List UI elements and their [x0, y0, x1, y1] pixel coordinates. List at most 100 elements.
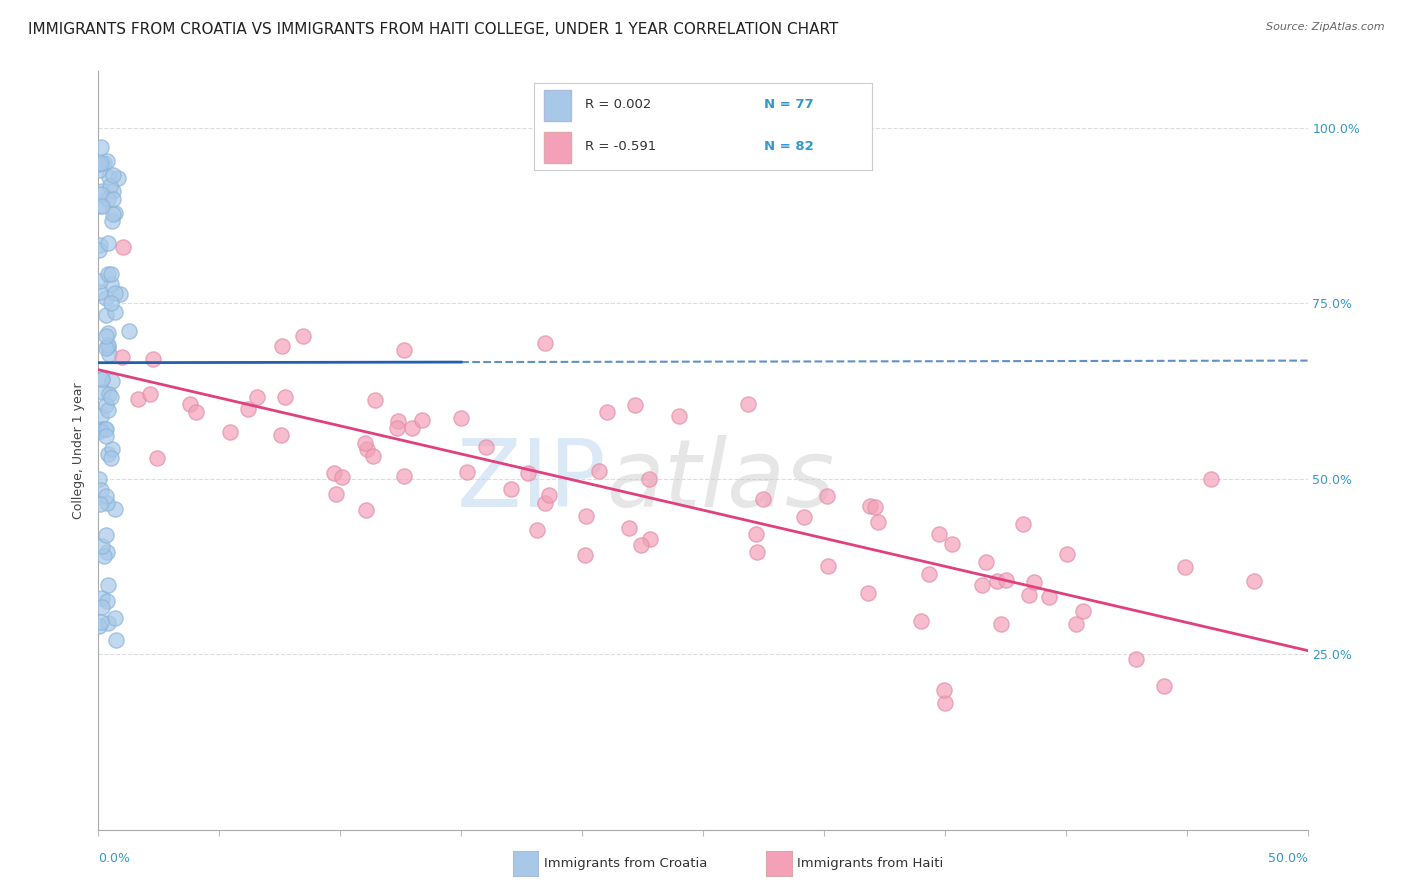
Point [89, 238, 111, 252]
Point [246, 390, 269, 404]
Point [90, 422, 112, 436]
Point [93, 422, 115, 436]
Point [97, 578, 120, 592]
Point [90, 591, 112, 605]
Point [411, 413, 433, 427]
Point [104, 285, 127, 300]
Point [87, 157, 110, 171]
Point [526, 523, 548, 537]
Point [1018, 588, 1040, 602]
Point [97, 615, 120, 630]
Point [574, 548, 596, 562]
Text: Source: ZipAtlas.com: Source: ZipAtlas.com [1267, 22, 1385, 32]
Point [90, 187, 112, 202]
Point [96, 154, 118, 169]
Point [90, 140, 112, 154]
Text: IMMIGRANTS FROM CROATIA VS IMMIGRANTS FROM HAITI COLLEGE, UNDER 1 YEAR CORRELATI: IMMIGRANTS FROM CROATIA VS IMMIGRANTS FR… [28, 22, 838, 37]
Point [1056, 547, 1078, 561]
Point [1125, 651, 1147, 665]
Point [745, 545, 768, 559]
Point [103, 207, 125, 221]
Point [1038, 590, 1060, 604]
Point [630, 538, 652, 552]
Point [101, 192, 124, 206]
Point [98, 179, 121, 194]
Point [330, 470, 353, 484]
Point [89, 497, 111, 511]
Point [534, 496, 557, 510]
Point [90, 615, 112, 630]
Point [94, 422, 117, 436]
Point [364, 392, 387, 407]
Point [516, 466, 538, 480]
Point [1073, 604, 1095, 618]
Point [104, 502, 127, 516]
Point [1153, 679, 1175, 693]
Point [385, 421, 408, 435]
Point [941, 537, 963, 551]
Point [87, 163, 110, 178]
Point [534, 335, 557, 350]
Point [815, 489, 838, 503]
Point [934, 696, 956, 710]
Point [588, 464, 610, 478]
Point [863, 500, 886, 514]
Point [94, 329, 117, 343]
Point [537, 488, 560, 502]
Point [97, 340, 120, 354]
Point [111, 240, 134, 254]
Point [596, 405, 619, 419]
Text: 0.0%: 0.0% [98, 853, 131, 865]
Point [1174, 560, 1197, 574]
Point [90, 409, 112, 423]
Point [94, 528, 117, 542]
Point [97, 326, 120, 340]
Y-axis label: College, Under 1 year: College, Under 1 year [72, 382, 86, 519]
Point [986, 574, 1008, 589]
Point [89, 618, 111, 632]
Point [97, 235, 120, 250]
Point [866, 515, 889, 529]
Point [501, 483, 523, 497]
Point [100, 296, 122, 310]
Point [910, 614, 932, 628]
Point [90, 156, 112, 170]
Point [638, 532, 661, 546]
Point [184, 405, 207, 419]
Point [94, 341, 117, 355]
Point [107, 170, 129, 185]
Point [87, 199, 110, 213]
Point [793, 510, 815, 524]
Point [450, 411, 472, 425]
Point [108, 287, 131, 301]
Point [104, 611, 127, 625]
Point [325, 487, 347, 501]
Point [859, 500, 882, 514]
Point [752, 491, 775, 506]
Point [974, 555, 997, 569]
Point [118, 324, 141, 338]
Point [90, 483, 112, 498]
Point [737, 397, 759, 411]
Point [401, 420, 423, 434]
Point [354, 503, 377, 517]
Point [91, 539, 114, 553]
Point [995, 573, 1018, 587]
Point [1064, 616, 1087, 631]
Point [101, 442, 124, 457]
Point [219, 425, 242, 440]
Point [104, 633, 127, 648]
Point [1243, 574, 1265, 589]
Point [91, 372, 114, 386]
Text: Immigrants from Croatia: Immigrants from Croatia [544, 857, 707, 870]
Point [917, 567, 939, 582]
Point [990, 617, 1012, 632]
Point [101, 184, 124, 198]
Point [97, 338, 120, 352]
Point [87, 472, 110, 486]
Point [456, 465, 478, 479]
Point [91, 199, 114, 213]
Point [127, 392, 149, 406]
Point [93, 155, 115, 169]
Point [356, 442, 378, 457]
